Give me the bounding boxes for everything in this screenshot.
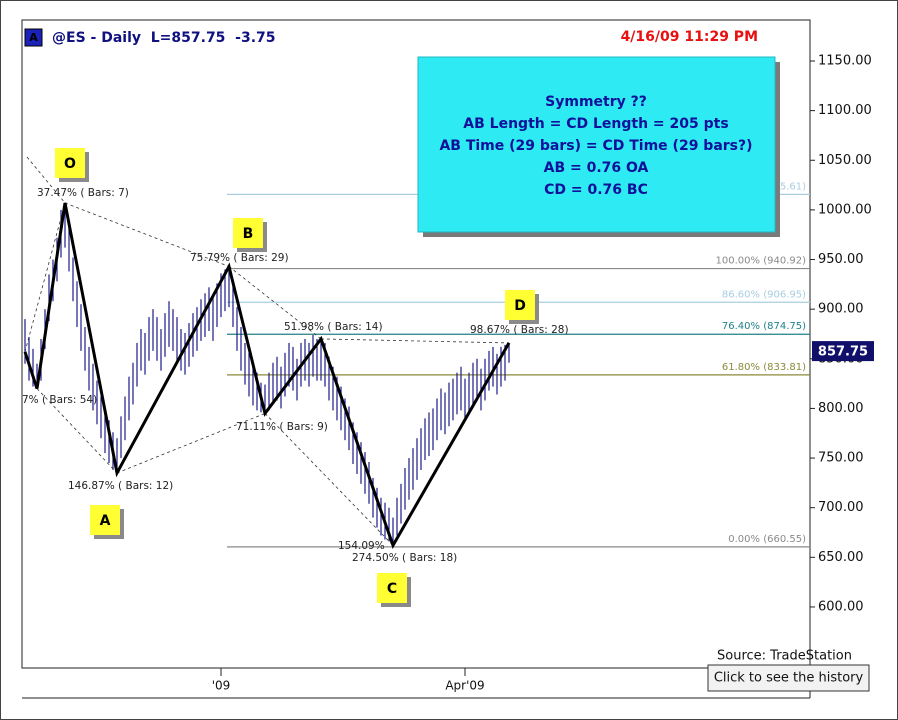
level-label: 76.40% (874.75) bbox=[722, 321, 806, 332]
connector bbox=[64, 202, 230, 267]
pivot-label: D bbox=[514, 298, 526, 314]
pivot-label: A bbox=[100, 513, 111, 529]
pivot-box bbox=[233, 218, 263, 248]
y-tick-label: 1050.00 bbox=[818, 153, 872, 168]
info-text: Symmetry ?? AB Length = CD Length = 205 p… bbox=[439, 94, 752, 198]
annotation: 37.47% ( Bars: 7) bbox=[37, 187, 129, 199]
timestamp: 4/16/09 11:29 PM bbox=[621, 29, 758, 45]
pivot-box bbox=[90, 505, 120, 535]
connector bbox=[320, 338, 510, 344]
y-tick-label: 1100.00 bbox=[818, 103, 872, 118]
annotation: 75.79% ( Bars: 29) bbox=[190, 252, 289, 264]
badge bbox=[24, 28, 43, 47]
history-button-text[interactable]: Click to see the history bbox=[714, 671, 864, 686]
level-label: 61.80% (833.81) bbox=[722, 362, 806, 373]
x-tick-label: '09 bbox=[212, 679, 231, 693]
info-line: AB Time (29 bars) = CD Time (29 bars?) bbox=[439, 138, 752, 154]
info-line: CD = 0.76 BC bbox=[544, 182, 648, 198]
pivot-box bbox=[55, 148, 85, 178]
price-tag bbox=[812, 341, 874, 362]
connector bbox=[26, 156, 66, 204]
level-label: 0.00% (660.55) bbox=[728, 534, 806, 545]
connector bbox=[228, 266, 322, 340]
level-label: 86.60% (906.95) bbox=[722, 289, 806, 300]
zigzag-line bbox=[23, 202, 511, 550]
y-tick-label: 750.00 bbox=[818, 451, 864, 466]
pivot-box bbox=[505, 290, 535, 320]
x-tick-label: Apr'09 bbox=[445, 679, 484, 693]
connector bbox=[116, 413, 266, 474]
level-label: 100.00% (940.92) bbox=[716, 256, 807, 267]
annotation: 146.87% ( Bars: 12) bbox=[68, 480, 173, 492]
y-tick-label: 600.00 bbox=[818, 599, 864, 614]
info-line: Symmetry ?? bbox=[545, 94, 647, 110]
y-tick-label: 950.00 bbox=[818, 252, 864, 267]
y-tick-label: 1150.00 bbox=[818, 53, 872, 68]
chart-title: @ES - Daily L=857.75 -3.75 bbox=[52, 30, 276, 46]
price-tag-label: 857.75 bbox=[818, 345, 868, 360]
annotation: 154.09% bbox=[338, 540, 385, 552]
y-tick-label: 700.00 bbox=[818, 500, 864, 515]
info-box bbox=[417, 56, 776, 233]
pivot-box bbox=[377, 573, 407, 603]
annotation: 274.50% ( Bars: 18) bbox=[352, 552, 457, 564]
pivot-label: C bbox=[387, 581, 397, 597]
connector bbox=[264, 413, 394, 546]
source: Source: TradeStation bbox=[717, 649, 852, 664]
y-tick-label: 1000.00 bbox=[818, 202, 872, 217]
pivot-label: O bbox=[64, 156, 76, 172]
connector bbox=[36, 388, 118, 474]
level-label: (15.61) bbox=[770, 181, 807, 192]
info-line: AB = 0.76 OA bbox=[544, 160, 649, 176]
annotation: 7% ( Bars: 54) bbox=[22, 394, 97, 406]
pivot-label: B bbox=[243, 226, 254, 242]
connector bbox=[24, 202, 66, 352]
y-tick-label: 800.00 bbox=[818, 401, 864, 416]
annotation: 98.67% ( Bars: 28) bbox=[470, 324, 569, 336]
y-tick-label: 900.00 bbox=[818, 302, 864, 317]
info-line: AB Length = CD Length = 205 pts bbox=[463, 116, 728, 132]
overlay: O A B C D 37.47% ( Bars: 7) 7% ( Bars: 54) 146.… bbox=[22, 148, 569, 607]
history-button[interactable] bbox=[707, 664, 870, 692]
annotation: 71.11% ( Bars: 9) bbox=[236, 421, 328, 433]
badge-text: A bbox=[29, 31, 38, 44]
y-tick-label: 650.00 bbox=[818, 550, 864, 565]
annotation: 51.98% ( Bars: 14) bbox=[284, 321, 383, 333]
